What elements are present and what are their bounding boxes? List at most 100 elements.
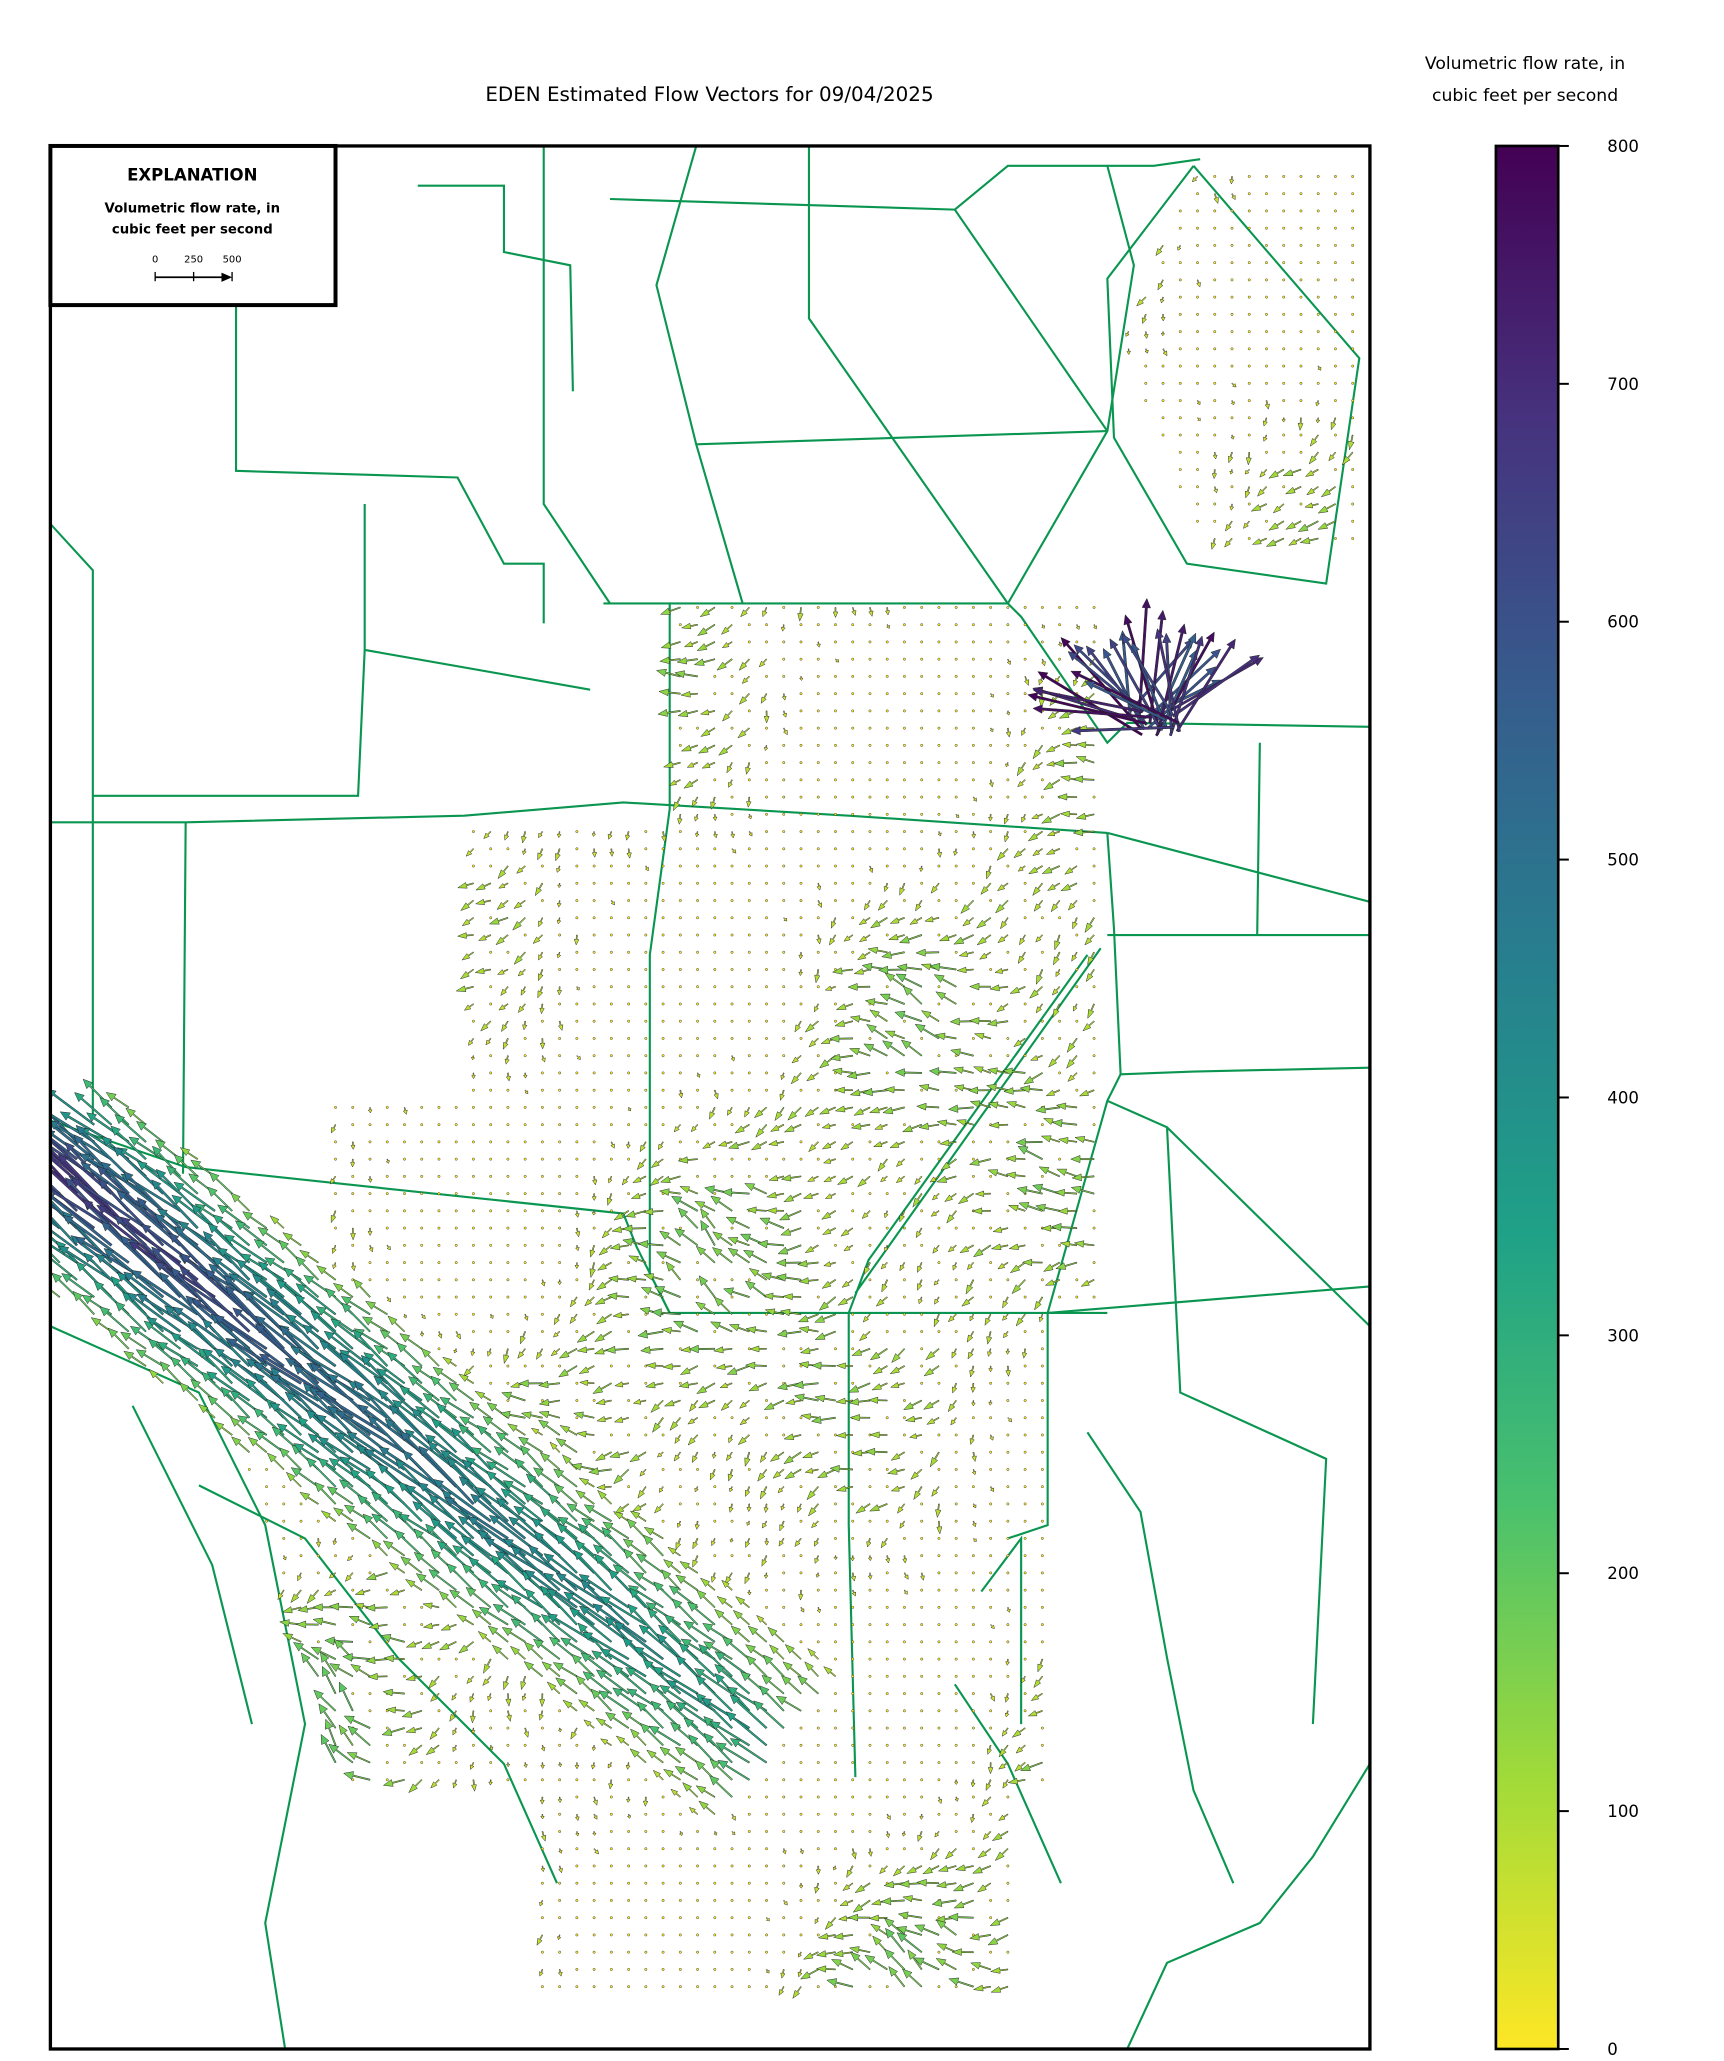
flow-arrow — [609, 1881, 613, 1885]
flow-arrow — [834, 761, 837, 765]
flow-arrow — [747, 1830, 751, 1833]
flow-arrow — [989, 1571, 993, 1575]
flow-arrow — [334, 1226, 337, 1230]
flow-arrow — [595, 1398, 612, 1406]
flow-arrow — [556, 917, 562, 925]
flow-arrow — [1040, 1019, 1044, 1023]
flow-arrow — [430, 1375, 458, 1402]
flow-arrow — [920, 1312, 924, 1316]
flow-arrow — [504, 831, 510, 841]
flow-arrow — [937, 1796, 943, 1805]
flow-arrow — [506, 1743, 510, 1747]
boundary — [1106, 165, 1361, 585]
flow-arrow — [989, 1278, 993, 1282]
flow-arrow — [713, 1364, 717, 1368]
flow-arrow — [591, 848, 597, 858]
flow-arrow — [482, 1416, 509, 1436]
flow-arrow — [179, 1382, 199, 1402]
flow-arrow — [609, 1002, 613, 1006]
flow-arrow — [799, 623, 803, 627]
flow-arrow — [683, 641, 698, 648]
flow-arrow — [1006, 1399, 1010, 1402]
flow-arrow — [644, 1381, 664, 1389]
flow-arrow — [977, 1848, 992, 1859]
flow-arrow — [569, 1607, 613, 1643]
flow-arrow — [470, 1493, 527, 1540]
flow-arrow — [627, 1037, 630, 1040]
flow-arrow — [575, 1847, 579, 1851]
flow-arrow — [123, 1271, 182, 1316]
flow-arrow — [1053, 759, 1078, 768]
flow-arrow — [698, 1275, 716, 1298]
flow-arrow — [799, 1899, 803, 1902]
flow-arrow — [937, 1778, 941, 1782]
flow-arrow — [463, 1003, 475, 1011]
flow-arrow — [1162, 348, 1168, 357]
flow-arrow — [661, 1968, 665, 1971]
flow-arrow — [1299, 399, 1303, 402]
flow-arrow — [972, 692, 975, 696]
flow-arrow — [661, 1950, 665, 1954]
flow-arrow — [777, 1244, 802, 1255]
flow-arrow — [913, 1486, 923, 1501]
flow-arrow — [1023, 623, 1027, 627]
flow-arrow — [851, 812, 855, 816]
flow-arrow — [173, 1154, 199, 1178]
flow-arrow — [609, 1157, 613, 1161]
flow-arrow — [237, 1415, 268, 1436]
flow-arrow — [574, 1813, 580, 1822]
flow-arrow — [462, 1459, 509, 1506]
flow-arrow — [1000, 917, 1009, 930]
flow-arrow — [1191, 175, 1199, 183]
flow-arrow — [1316, 226, 1320, 230]
flow-arrow — [967, 1348, 975, 1360]
flow-arrow — [798, 1589, 804, 1601]
flow-arrow — [903, 761, 906, 765]
flow-arrow — [627, 899, 630, 902]
flow-arrow — [640, 1346, 664, 1354]
flow-arrow — [747, 1950, 751, 1954]
flow-arrow — [930, 1848, 940, 1861]
flow-arrow — [881, 1279, 889, 1293]
flow-arrow — [335, 1410, 406, 1454]
flow-arrow — [575, 830, 579, 833]
flow-arrow — [385, 1278, 389, 1282]
flow-arrow — [495, 1497, 544, 1540]
flow-arrow — [722, 710, 733, 722]
flow-arrow — [330, 1175, 337, 1185]
flow-arrow — [920, 1640, 924, 1644]
flow-arrow — [713, 1296, 733, 1316]
flow-arrow — [713, 1278, 717, 1282]
flow-arrow — [330, 1124, 337, 1134]
flow-arrow — [643, 1526, 664, 1540]
flow-arrow — [745, 1486, 751, 1498]
flow-arrow — [725, 1216, 750, 1229]
flow-arrow — [1040, 778, 1044, 782]
flow-arrow — [230, 1416, 251, 1436]
flow-arrow — [972, 761, 975, 765]
flow-arrow — [538, 1410, 561, 1419]
flow-arrow — [782, 1364, 786, 1368]
flow-arrow — [782, 1743, 786, 1747]
flow-arrow — [299, 1537, 303, 1540]
flow-arrow — [420, 1209, 424, 1213]
flow-arrow — [1054, 1188, 1078, 1197]
flow-arrow — [799, 1916, 803, 1920]
flow-arrow — [403, 1295, 406, 1299]
flow-arrow — [696, 985, 699, 989]
flow-arrow — [614, 1503, 630, 1515]
flow-arrow — [971, 831, 977, 839]
flow-arrow — [541, 1726, 544, 1730]
flow-arrow — [730, 1123, 734, 1127]
flow-arrow — [989, 984, 1009, 992]
flow-arrow — [72, 1290, 96, 1316]
flow-arrow — [782, 1778, 786, 1782]
flow-arrow — [834, 830, 837, 833]
flow-arrow — [802, 1951, 819, 1960]
flow-arrow — [50, 1251, 61, 1264]
flow-arrow — [851, 1209, 855, 1213]
flow-arrow — [1228, 451, 1234, 464]
flow-arrow — [765, 795, 768, 799]
flow-arrow — [1316, 278, 1320, 282]
flow-arrow — [1007, 1417, 1013, 1423]
